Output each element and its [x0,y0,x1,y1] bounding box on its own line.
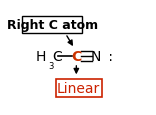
Text: Linear: Linear [57,81,100,95]
Text: 3: 3 [48,61,53,70]
Text: N: N [91,49,101,63]
FancyBboxPatch shape [56,79,102,97]
Text: Right C atom: Right C atom [7,19,98,32]
Text: C: C [71,49,81,63]
Text: C: C [53,49,63,63]
FancyBboxPatch shape [22,17,82,33]
Text: :: : [104,49,113,63]
Text: H: H [36,49,46,63]
